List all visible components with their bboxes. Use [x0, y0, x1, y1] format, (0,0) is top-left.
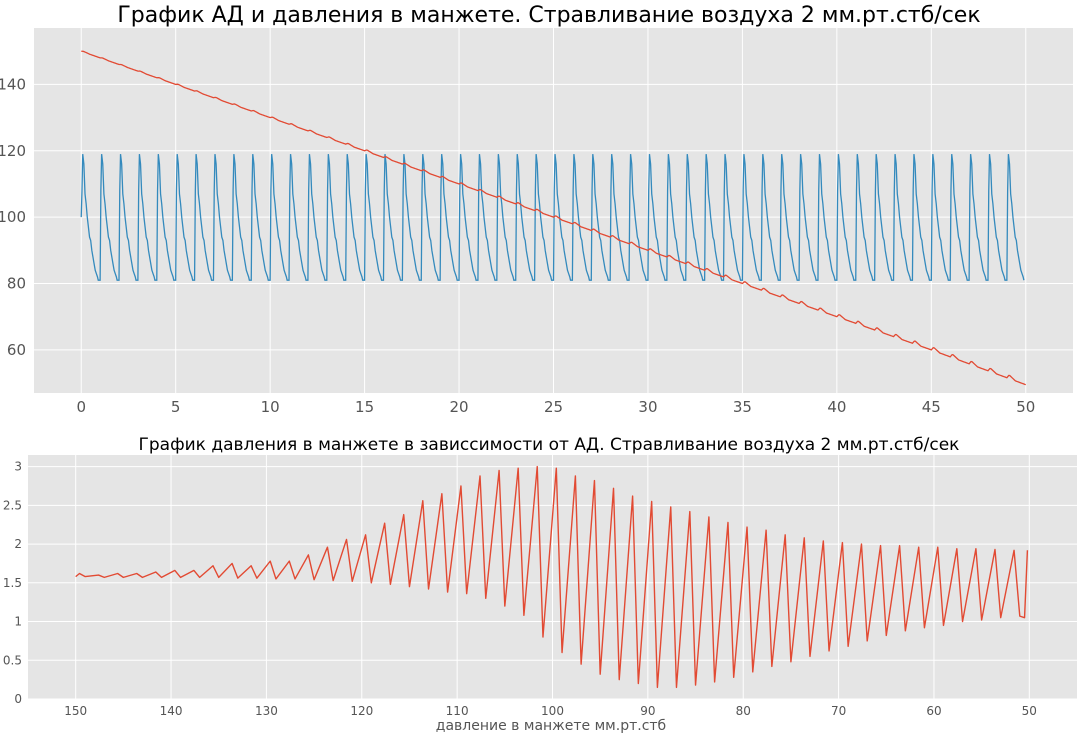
chart-top: График АД и давления в манжете. Стравлив…: [0, 3, 1073, 416]
chart-bottom-y-axis: 0 0.5 1 1.5 2 2.5 3: [3, 460, 22, 706]
x-tick-label: 150: [64, 704, 87, 718]
x-tick-label: 130: [255, 704, 278, 718]
y-tick-label: 60: [7, 341, 26, 359]
chart-top-series: [80, 50, 1026, 386]
x-tick-label: 30: [638, 398, 657, 416]
x-tick-label: 50: [1022, 704, 1037, 718]
x-tick-label: 140: [160, 704, 183, 718]
chart-top-y-axis: 60 80 100 120 140: [0, 75, 26, 358]
chart-bottom: График давления в манжете в зависсимости…: [3, 435, 1077, 734]
x-tick-label: 90: [640, 704, 655, 718]
y-tick-label: 140: [0, 75, 26, 93]
x-tick-label: 25: [544, 398, 563, 416]
chart-bottom-x-axis: 150 140 130 120 110 100 90 80 70 60 50: [64, 704, 1037, 718]
chart-top-x-axis: 0 5 10 15 20 25 30 35 40 45 50: [76, 398, 1035, 416]
y-tick-label: 3: [14, 460, 22, 474]
chart-top-title: График АД и давления в манжете. Стравлив…: [117, 3, 980, 28]
series-arterial-pressure: [80, 154, 1025, 281]
chart-bottom-title: График давления в манжете в зависсимости…: [139, 435, 960, 455]
x-tick-label: 35: [733, 398, 752, 416]
x-tick-label: 100: [541, 704, 564, 718]
chart-bottom-x-axis-label: давление в манжете мм.рт.стб: [436, 718, 666, 734]
y-tick-label: 120: [0, 142, 26, 160]
y-tick-label: 1.5: [3, 576, 22, 590]
y-tick-label: 0: [14, 692, 22, 706]
x-tick-label: 50: [1016, 398, 1035, 416]
y-tick-label: 0.5: [3, 653, 22, 667]
x-tick-label: 110: [446, 704, 469, 718]
x-tick-label: 0: [76, 398, 86, 416]
y-tick-label: 1: [14, 615, 22, 629]
series-cuff-pressure: [81, 50, 1026, 386]
x-tick-label: 5: [171, 398, 181, 416]
y-tick-label: 80: [7, 275, 26, 293]
x-tick-label: 20: [449, 398, 468, 416]
y-tick-label: 100: [0, 208, 26, 226]
x-tick-label: 120: [350, 704, 373, 718]
chart-bottom-series: [75, 465, 1029, 689]
x-tick-label: 80: [736, 704, 751, 718]
x-tick-label: 60: [926, 704, 941, 718]
x-tick-label: 40: [827, 398, 846, 416]
x-tick-label: 15: [355, 398, 374, 416]
x-tick-label: 10: [261, 398, 280, 416]
x-tick-label: 70: [831, 704, 846, 718]
y-tick-label: 2.5: [3, 498, 22, 512]
series-oscillation: [75, 465, 1029, 689]
y-tick-label: 2: [14, 537, 22, 551]
x-tick-label: 45: [922, 398, 941, 416]
